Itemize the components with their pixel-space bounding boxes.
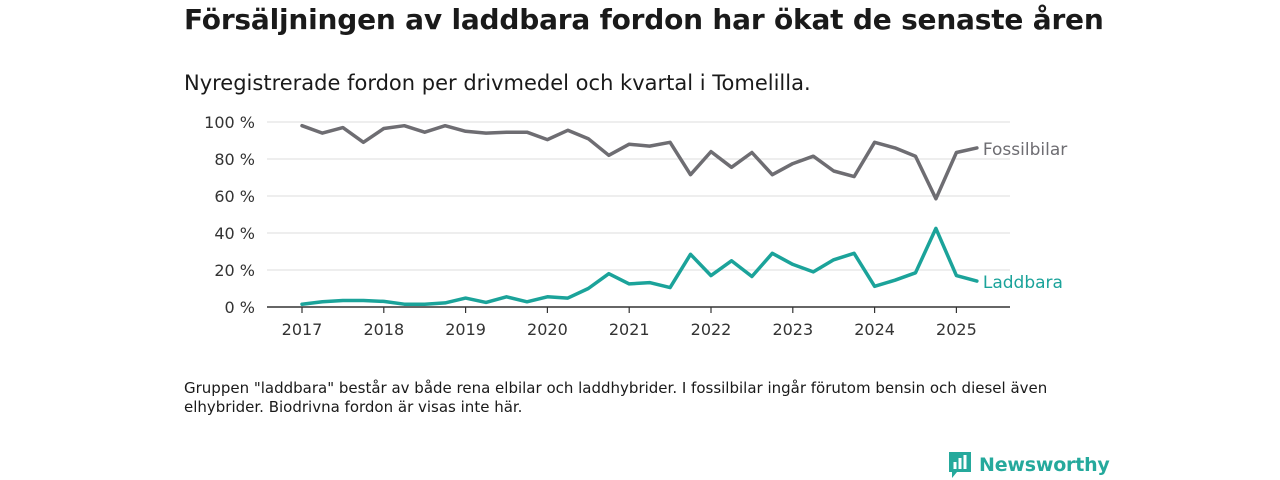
x-tick-label: 2025 [936,320,977,339]
brand-logo: Newsworthy [947,450,1110,480]
x-tick-label: 2023 [772,320,813,339]
series-label-laddbara: Laddbara [983,273,1063,293]
gridlines [267,121,1010,271]
x-tick-label: 2019 [445,320,486,339]
y-tick-label: 80 % [214,150,255,169]
series-label-fossilbilar: Fossilbilar [983,140,1067,160]
series-labels: Fossilbilar Laddbara [983,140,1067,293]
chart-title: Försäljningen av laddbara fordon har öka… [184,3,1104,36]
x-tick-label: 2024 [854,320,895,339]
series-line-laddbara [300,226,979,306]
y-tick-label: 40 % [214,224,255,243]
x-tick-label: 2017 [282,320,323,339]
brand-name: Newsworthy [979,454,1110,476]
y-tick-label: 20 % [214,261,255,280]
x-tick-label: 2022 [691,320,732,339]
series-line-fossilbilar [300,123,979,201]
newsworthy-logo-icon [949,452,971,478]
line-chart: 0 % 20 % 40 % 60 % 80 % 100 % 2017 2018 2019 2020… [204,113,1067,339]
series-lines [300,123,979,306]
y-tick-label: 100 % [204,113,255,132]
x-tick-label: 2018 [363,320,404,339]
axes: 0 % 20 % 40 % 60 % 80 % 100 % 2017 2018 2019 2020… [204,113,1010,339]
y-tick-label: 60 % [214,187,255,206]
footnote: Gruppen "laddbara" består av både rena e… [184,379,1048,416]
x-tick-label: 2021 [609,320,650,339]
x-tick-label: 2020 [527,320,568,339]
chart-subtitle: Nyregistrerade fordon per drivmedel och … [184,71,811,95]
y-tick-label: 0 % [225,298,255,317]
